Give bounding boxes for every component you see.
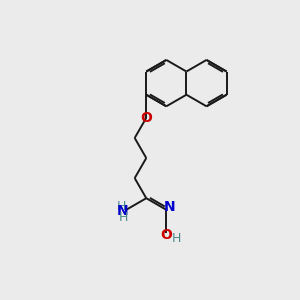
Text: H: H: [118, 211, 128, 224]
Text: O: O: [160, 228, 172, 242]
Text: H: H: [172, 232, 182, 245]
Text: N: N: [117, 204, 128, 218]
Text: N: N: [164, 200, 176, 214]
Text: O: O: [140, 111, 152, 125]
Text: H: H: [117, 200, 126, 213]
